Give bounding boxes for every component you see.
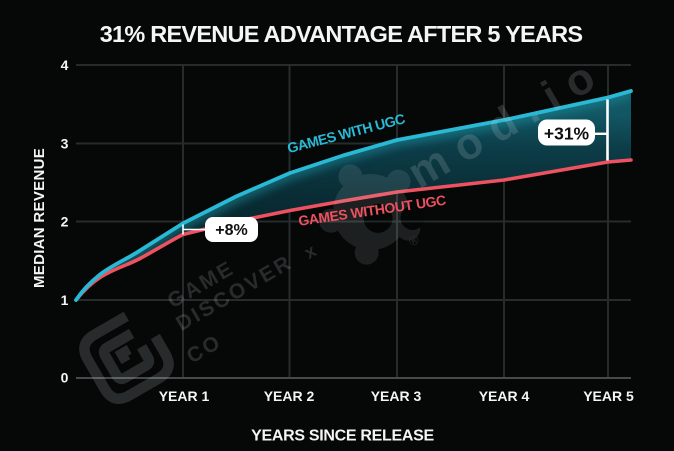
svg-text:YEARS SINCE RELEASE: YEARS SINCE RELEASE (251, 428, 434, 445)
svg-text:31% REVENUE ADVANTAGE AFTER 5: 31% REVENUE ADVANTAGE AFTER 5 YEARS (100, 21, 583, 47)
svg-text:MEDIAN REVENUE: MEDIAN REVENUE (31, 148, 48, 288)
svg-text:YEAR 5: YEAR 5 (583, 388, 634, 404)
svg-text:3: 3 (61, 136, 69, 152)
svg-text:1: 1 (61, 292, 69, 308)
svg-text:4: 4 (61, 57, 69, 73)
svg-text:YEAR 4: YEAR 4 (479, 388, 530, 404)
svg-text:YEAR 1: YEAR 1 (159, 388, 210, 404)
svg-text:YEAR 3: YEAR 3 (371, 388, 422, 404)
svg-text:YEAR 2: YEAR 2 (264, 388, 315, 404)
svg-text:®: ® (406, 231, 422, 249)
svg-text:CO: CO (183, 330, 226, 368)
svg-text:+31%: +31% (544, 124, 590, 144)
svg-text:+8%: +8% (215, 222, 247, 239)
svg-text:0: 0 (61, 370, 69, 386)
svg-text:x: x (301, 241, 320, 263)
svg-text:2: 2 (61, 214, 69, 230)
